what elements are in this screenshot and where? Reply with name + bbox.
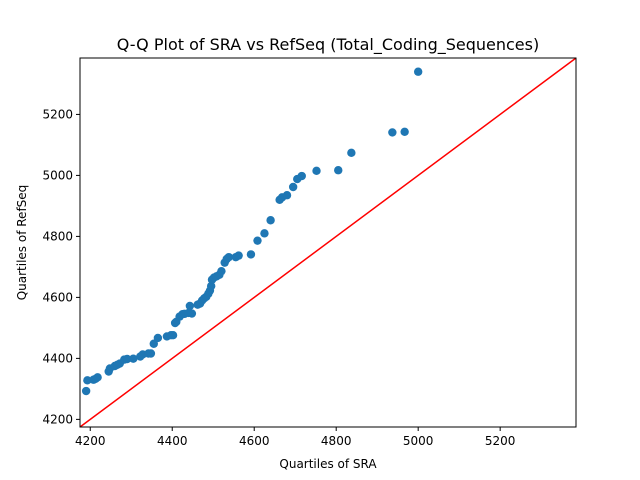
data-point: [149, 339, 158, 348]
data-point: [234, 251, 243, 260]
x-axis: 4200 4400 4600 4800 5000 5200: [75, 427, 515, 448]
y-tick-label: 5200: [42, 107, 73, 121]
y-tick-label: 4800: [42, 229, 73, 243]
data-point: [122, 354, 132, 364]
data-point: [260, 229, 269, 238]
y-axis-label: Quartiles of RefSeq: [15, 185, 29, 301]
data-point: [206, 281, 216, 291]
reference-line: [79, 57, 577, 428]
data-point: [297, 171, 306, 181]
data-points-group: [81, 67, 423, 396]
data-point: [187, 309, 197, 318]
data-point: [246, 250, 256, 259]
data-point: [334, 166, 343, 175]
data-point: [282, 191, 292, 200]
data-point: [129, 354, 138, 363]
data-point: [217, 266, 226, 276]
y-tick-label: 5000: [42, 168, 73, 182]
data-point: [185, 301, 195, 311]
reference-line-group: [79, 57, 577, 428]
data-point: [253, 236, 262, 245]
data-point: [388, 128, 397, 137]
data-point: [224, 252, 233, 262]
data-point: [400, 127, 409, 136]
x-axis-label: Quartiles of SRA: [279, 457, 377, 471]
x-tick-label: 4400: [157, 434, 188, 448]
x-tick-label: 5200: [485, 434, 516, 448]
y-axis: 4200 4400 4600 4800 5000 5200: [42, 107, 80, 426]
data-point: [93, 373, 102, 382]
y-tick-label: 4400: [42, 351, 73, 365]
data-point: [312, 166, 321, 176]
chart-title: Q-Q Plot of SRA vs RefSeq (Total_Coding_…: [117, 35, 539, 55]
data-point: [146, 349, 156, 358]
x-tick-label: 4800: [321, 434, 352, 448]
data-point: [153, 333, 163, 343]
data-point: [83, 376, 92, 385]
data-point: [266, 216, 275, 225]
y-tick-label: 4600: [42, 290, 73, 304]
y-tick-label: 4200: [42, 412, 73, 426]
data-point: [288, 182, 298, 192]
x-tick-label: 4200: [75, 434, 106, 448]
x-tick-label: 4600: [239, 434, 270, 448]
data-point: [81, 386, 91, 396]
plot-area: [79, 57, 577, 428]
data-point: [168, 331, 178, 340]
plot-frame: [79, 57, 577, 428]
x-tick-label: 5000: [403, 434, 434, 448]
data-point: [413, 67, 423, 76]
data-point: [347, 148, 356, 158]
